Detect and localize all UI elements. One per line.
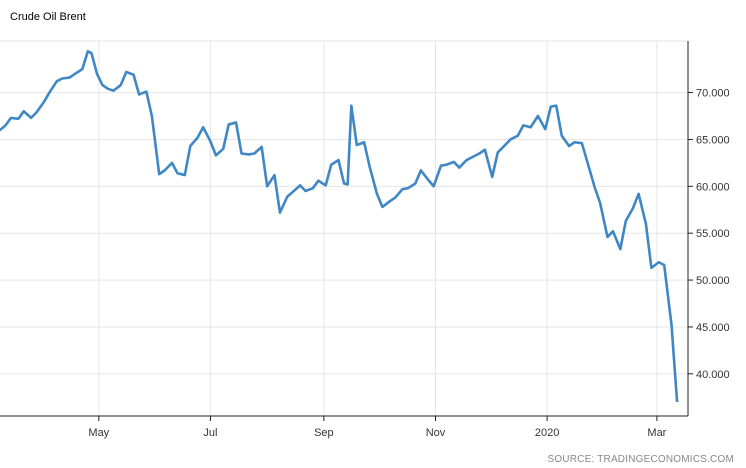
- y-axis: 40.000 45.000 50.000 55.000 60.000 65.000 70.0…: [687, 41, 730, 416]
- source-note: SOURCE: TRADINGECONOMICS.COM: [547, 454, 734, 465]
- y-tick-label: 60.000: [696, 181, 730, 193]
- y-tick-label: 40.000: [696, 369, 730, 381]
- y-tick-label: 70.000: [696, 88, 730, 100]
- x-tick-label: 2020: [535, 427, 559, 439]
- x-axis: May Jul Sep Nov 2020 Mar: [0, 415, 688, 439]
- x-tick-label: Sep: [314, 427, 334, 439]
- series-group: [0, 50, 679, 402]
- y-tick-label: 50.000: [696, 275, 730, 287]
- y-tick-label: 55.000: [696, 228, 730, 240]
- y-tick-label: 65.000: [696, 134, 730, 146]
- x-tick-label: May: [88, 427, 109, 439]
- chart-title: Crude Oil Brent: [10, 11, 86, 23]
- x-tick-label: Mar: [647, 427, 666, 439]
- gridlines: [0, 40, 688, 416]
- x-tick-label: Jul: [203, 427, 217, 439]
- y-tick-label: 45.000: [696, 322, 730, 334]
- x-tick-label: Nov: [426, 427, 446, 439]
- series-line-0: [0, 50, 679, 402]
